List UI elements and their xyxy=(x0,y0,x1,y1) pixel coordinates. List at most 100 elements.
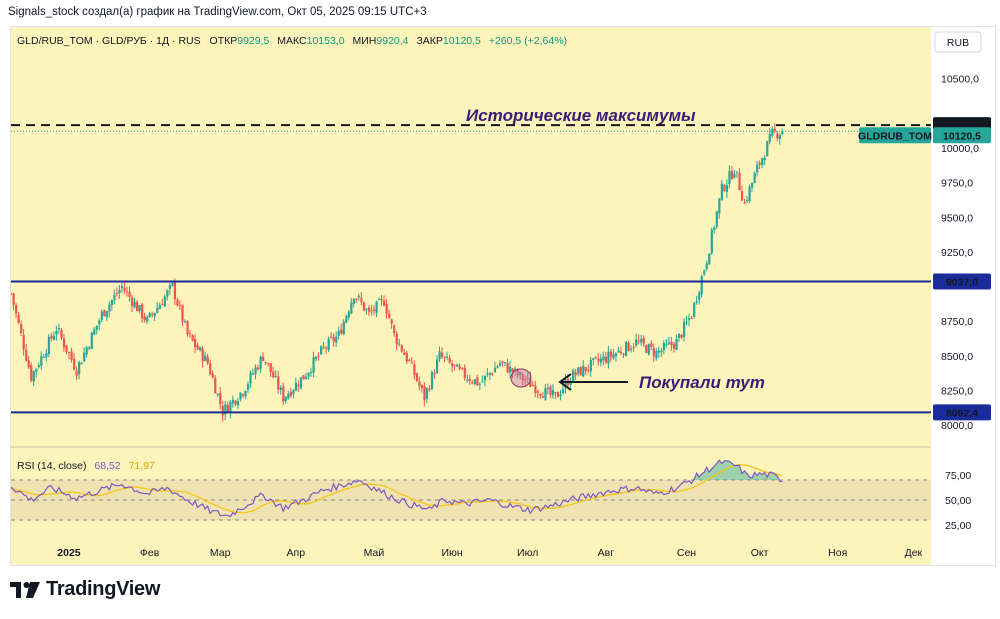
time-tick-label: 2025 xyxy=(57,547,81,559)
candle-body xyxy=(546,387,550,389)
candle-body xyxy=(25,349,28,361)
candle-body xyxy=(133,301,136,308)
time-tick-label: Май xyxy=(364,547,385,559)
candle-body xyxy=(506,363,509,373)
close-label: ЗАКР xyxy=(416,35,442,47)
candle-body xyxy=(231,399,235,404)
candle-body xyxy=(337,330,340,336)
candle-body xyxy=(206,356,209,364)
candle-body xyxy=(496,366,499,368)
candle-body xyxy=(108,304,111,312)
low-label: МИН xyxy=(353,35,377,47)
candle-body xyxy=(680,334,683,338)
candle-body xyxy=(312,357,315,373)
candle-body xyxy=(11,293,13,295)
time-tick-label: Дек xyxy=(905,547,923,559)
candle-body xyxy=(516,369,519,376)
candle-body xyxy=(118,290,121,294)
candle-body xyxy=(267,363,270,365)
candle-body xyxy=(194,338,197,347)
candle-body xyxy=(423,386,426,401)
candle-body xyxy=(156,307,159,313)
candle-body xyxy=(62,338,66,348)
candle-body xyxy=(773,128,776,132)
candle-body xyxy=(688,318,691,320)
candle-body xyxy=(461,367,464,369)
candle-body xyxy=(360,297,363,303)
candle-body xyxy=(378,299,381,301)
candle-body xyxy=(599,358,603,363)
candle-body xyxy=(763,157,766,161)
candle-body xyxy=(201,348,204,362)
candle-body xyxy=(514,368,517,371)
time-tick-label: Июл xyxy=(517,547,538,559)
candle-body xyxy=(468,379,471,382)
tradingview-logo[interactable]: TradingView xyxy=(10,578,160,601)
price-tick-label: 9750,0 xyxy=(941,178,973,190)
candle-body xyxy=(385,304,388,314)
candle-body xyxy=(173,281,177,300)
candle-body xyxy=(637,340,640,342)
candle-body xyxy=(730,171,734,179)
candle-body xyxy=(574,372,577,375)
candle-body xyxy=(352,298,355,304)
candle-body xyxy=(428,388,431,390)
candle-body xyxy=(103,309,106,317)
candle-body xyxy=(587,369,590,371)
resistance-price-tag: 9037,0 xyxy=(933,273,991,290)
currency-button[interactable]: RUB xyxy=(934,31,982,53)
candle-body xyxy=(446,356,449,358)
candle-body xyxy=(682,322,686,337)
candles-layer xyxy=(11,123,784,422)
candle-body xyxy=(451,363,454,367)
candle-body xyxy=(393,325,396,333)
candle-body xyxy=(141,304,144,319)
candle-body xyxy=(579,367,582,376)
candle-body xyxy=(269,363,272,373)
candle-body xyxy=(241,394,245,396)
svg-text:10120,5: 10120,5 xyxy=(943,130,981,142)
candle-body xyxy=(738,172,741,191)
candle-body xyxy=(584,366,587,371)
candle-body xyxy=(350,302,353,314)
candle-body xyxy=(22,334,25,350)
candle-body xyxy=(287,393,290,399)
candle-body xyxy=(609,351,613,357)
candle-body xyxy=(239,392,242,400)
candle-body xyxy=(640,339,643,343)
candle-body xyxy=(655,351,658,359)
candle-body xyxy=(80,362,83,365)
candle-body xyxy=(758,162,761,165)
candle-body xyxy=(15,304,18,314)
candle-body xyxy=(67,352,71,354)
chart-container[interactable]: 10500,0 10000,0 9750,0 9500,0 9250,0 8750,0 85… xyxy=(10,26,996,566)
candle-body xyxy=(559,394,562,396)
candle-body xyxy=(32,371,35,382)
price-chart[interactable]: 10500,0 10000,0 9750,0 9500,0 9250,0 8750,0 85… xyxy=(11,27,995,565)
time-axis[interactable]: Дек2025ФевМарАпрМайИюнИюлАвгСенОктНояДек xyxy=(11,547,931,565)
rsi-label: RSI (14, close) xyxy=(17,460,86,472)
candle-body xyxy=(463,367,466,378)
candle-body xyxy=(130,297,134,307)
candle-body xyxy=(163,296,166,306)
candle-body xyxy=(458,366,461,369)
candle-body xyxy=(35,368,38,372)
candle-body xyxy=(125,291,129,293)
support-price-tag: 8092,4 xyxy=(933,404,991,421)
candle-body xyxy=(395,333,398,345)
candle-body xyxy=(672,344,676,349)
candle-body xyxy=(430,372,434,390)
candle-body xyxy=(226,405,229,413)
price-axis[interactable]: 10500,0 10000,0 9750,0 9500,0 9250,0 8750,0 85… xyxy=(858,27,995,565)
time-tick-label: Ноя xyxy=(828,547,847,559)
candle-body xyxy=(635,339,638,346)
candle-body xyxy=(413,364,416,376)
candle-body xyxy=(330,336,333,338)
last-price-tag: 10120,5 xyxy=(933,127,991,144)
candle-body xyxy=(660,350,663,353)
candle-body xyxy=(390,319,393,324)
candle-body xyxy=(698,292,701,300)
candle-body xyxy=(761,158,764,166)
candle-body xyxy=(438,351,441,360)
candle-body xyxy=(597,358,600,362)
